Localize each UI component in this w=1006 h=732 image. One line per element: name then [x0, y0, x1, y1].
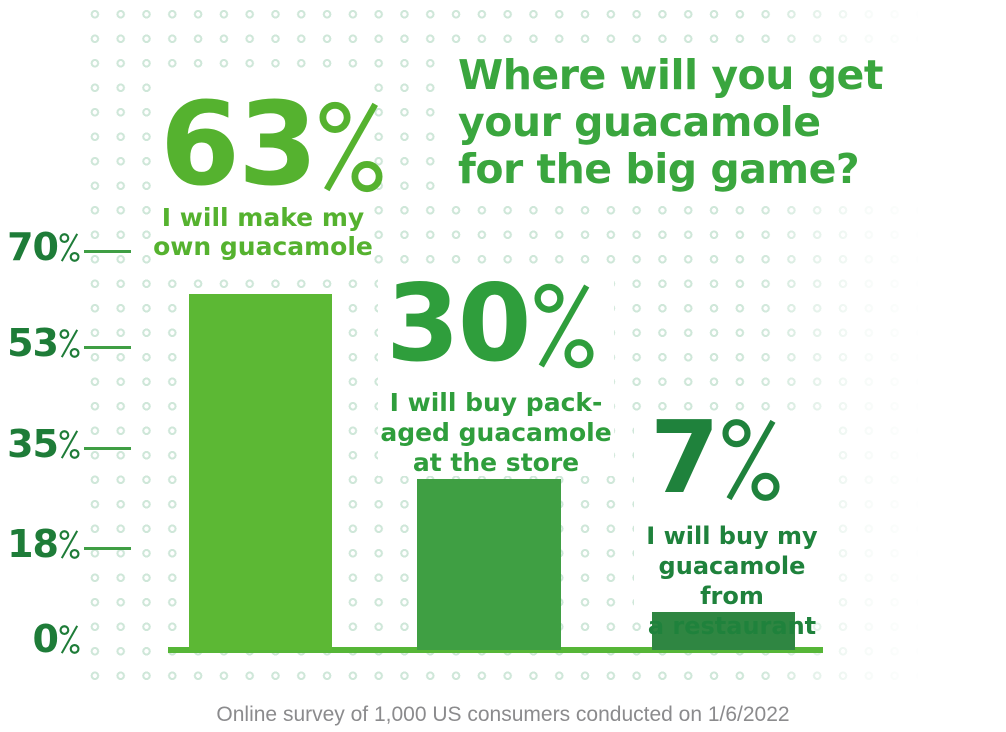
y-axis-value: 0: [32, 617, 59, 661]
stat-number: 63: [160, 78, 318, 212]
stat-label-restaurant: I will buy my guacamole from a restauran…: [628, 521, 836, 641]
y-axis-value: 70: [7, 225, 59, 269]
stat-label-make-own: I will make my own guacamole: [150, 203, 376, 261]
source-note: Online survey of 1,000 US consumers cond…: [216, 703, 790, 726]
bar-packaged-store: [417, 479, 561, 650]
chart-title: Where will you get your guacamole for th…: [458, 52, 883, 193]
stat-label-line: at the store: [412, 448, 580, 477]
y-axis-label-0: 0: [0, 620, 80, 658]
y-axis-tick-line-18: [84, 547, 131, 550]
stat-label-line: I will buy my: [646, 522, 818, 550]
stat-value-make-own: 63: [160, 88, 383, 203]
chart-title-line: Where will you get: [458, 51, 883, 99]
stat-label-line: guacamole from: [658, 552, 806, 610]
y-axis-label-70: 70: [0, 228, 80, 266]
stat-number: 30: [386, 262, 532, 385]
stat-value-packaged-store: 30: [386, 271, 594, 377]
y-axis-value: 35: [7, 422, 59, 466]
footer-backdrop: [186, 690, 834, 732]
percent-icon: [319, 100, 383, 194]
y-axis-value: 53: [7, 321, 59, 365]
stat-label-line: I will buy pack-: [389, 388, 603, 417]
stat-label-packaged-store: I will buy pack- aged guacamole at the s…: [376, 388, 616, 478]
stat-value-restaurant: 7: [650, 408, 780, 508]
percent-icon: [534, 282, 594, 370]
percent-icon: [59, 233, 80, 262]
stat-label-line: I will make my: [161, 203, 365, 232]
percent-icon: [722, 418, 780, 502]
stat-label-line: aged guacamole: [380, 418, 612, 447]
bar-make-own-guacamole: [189, 294, 332, 650]
y-axis-label-53: 53: [0, 324, 80, 362]
percent-icon: [59, 430, 80, 459]
y-axis-tick-line-35: [84, 447, 131, 450]
y-axis-label-18: 18: [0, 525, 80, 563]
stat-label-line: own guacamole: [153, 232, 373, 261]
y-axis-label-35: 35: [0, 425, 80, 463]
x-axis-line: [168, 647, 823, 653]
chart-title-line: for the big game?: [458, 145, 860, 193]
title-backdrop: [448, 46, 1006, 198]
y-axis-tick-line-53: [84, 346, 131, 349]
chart-title-line: your guacamole: [458, 98, 821, 146]
percent-icon: [59, 530, 80, 559]
percent-icon: [59, 625, 80, 654]
stat-label-line: a restaurant: [647, 612, 817, 640]
stat-number: 7: [650, 399, 720, 516]
y-axis-value: 18: [7, 522, 59, 566]
bar-restaurant: [652, 612, 795, 650]
y-axis-tick-line-70: [84, 250, 131, 253]
percent-icon: [59, 329, 80, 358]
